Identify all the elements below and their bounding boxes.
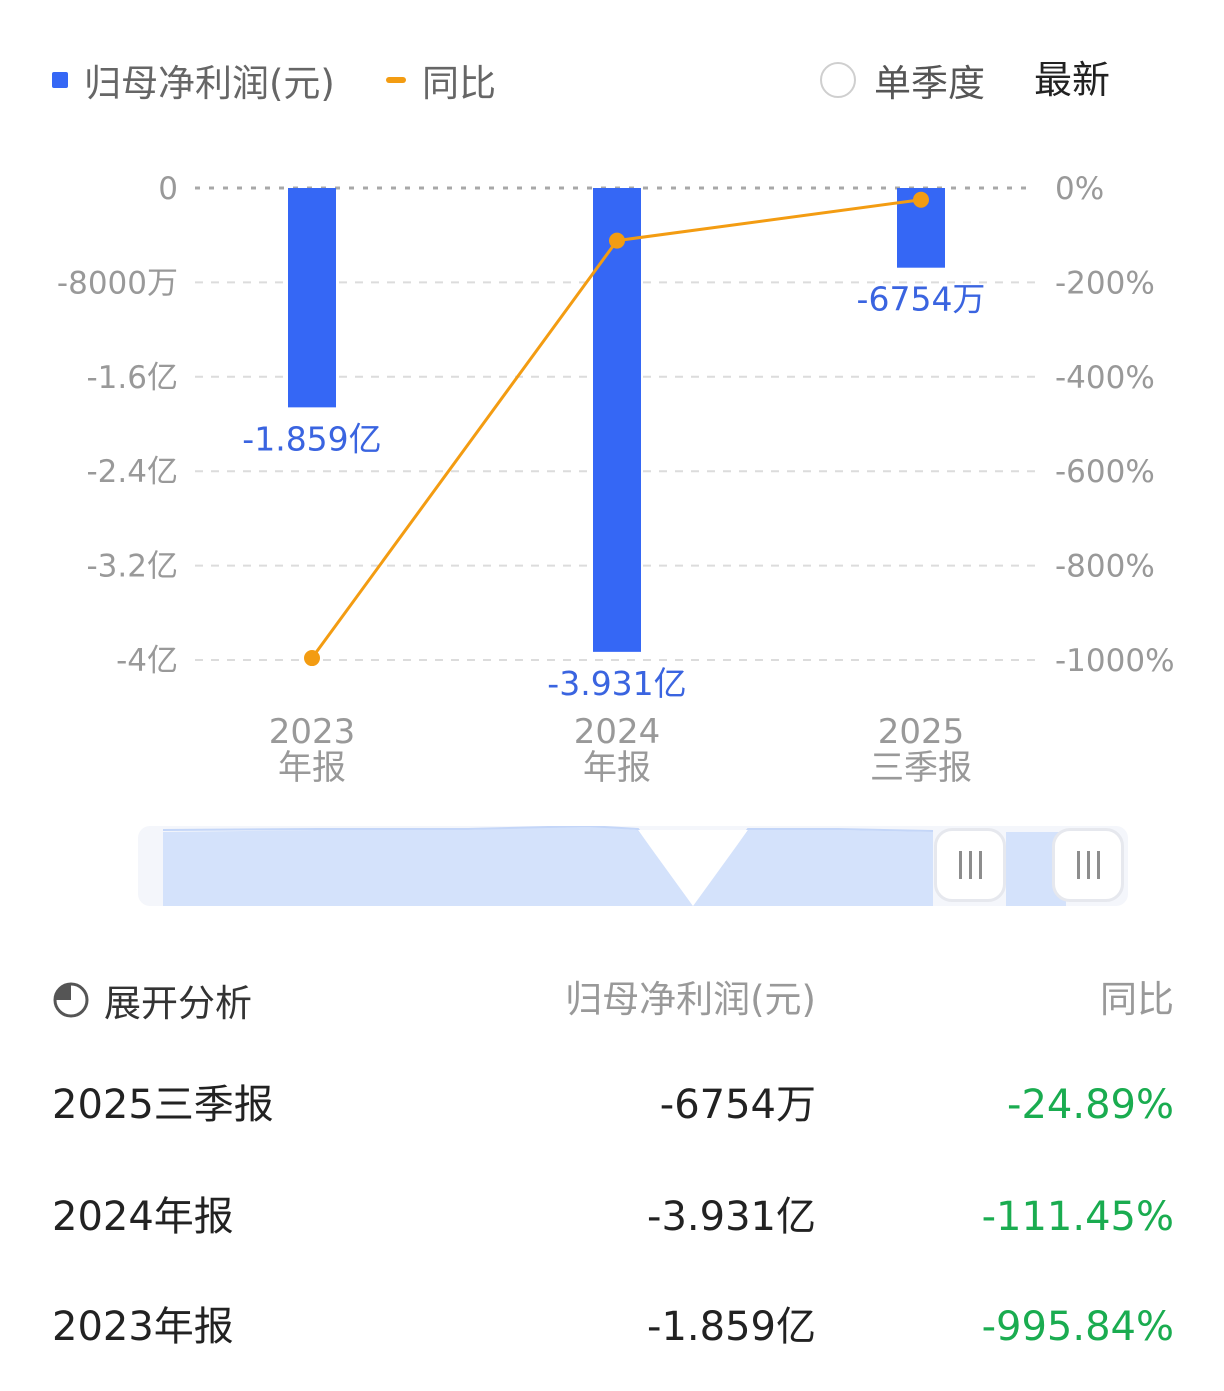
yoy-line (304, 191, 929, 667)
single-quarter-label: 单季度 (874, 62, 985, 105)
category-year-label: 2025 (878, 712, 965, 752)
radio-icon[interactable] (820, 62, 856, 98)
legend-yoy-label: 同比 (422, 62, 496, 105)
expand-analysis-button[interactable]: 展开分析 (52, 970, 252, 1030)
left-tick-label: -4亿 (116, 643, 178, 679)
yoy-point[interactable] (913, 191, 929, 208)
range-slider[interactable] (138, 826, 1128, 906)
row-period: 2025三季报 (52, 1082, 274, 1128)
bar[interactable] (288, 188, 336, 408)
slider-left-handle[interactable] (934, 828, 1006, 902)
left-tick-label: 0 (158, 171, 178, 207)
column-header-net-profit: 归母净利润(元) (565, 978, 816, 1021)
left-tick-label: -2.4亿 (87, 454, 179, 490)
expand-analysis-label: 展开分析 (104, 982, 252, 1025)
right-tick-label: -1000% (1055, 643, 1175, 679)
row-net-profit: -1.859亿 (647, 1304, 816, 1350)
single-quarter-toggle[interactable]: 单季度 (820, 50, 985, 110)
pie-chart-icon (53, 982, 89, 1018)
left-tick-label: -8000万 (57, 265, 178, 301)
row-yoy: -111.45% (981, 1194, 1174, 1240)
bar-value-label: -3.931亿 (547, 664, 686, 703)
category-year-label: 2024 (574, 712, 661, 752)
legend-net-profit-label: 归母净利润(元) (84, 62, 335, 105)
latest-button[interactable]: 最新 (1034, 58, 1111, 102)
column-header-yoy: 同比 (1100, 978, 1174, 1021)
bar-value-label: -6754万 (857, 280, 986, 319)
right-axis-labels: 0% -200% -400% -600% -800% -1000% (1055, 171, 1175, 679)
line-swatch-icon (386, 77, 406, 83)
row-net-profit: -3.931亿 (647, 1194, 816, 1240)
data-labels: -1.859亿 -3.931亿 -6754万 (242, 280, 985, 703)
row-yoy: -24.89% (1007, 1082, 1174, 1128)
grip-icon (958, 851, 982, 879)
right-tick-label: -400% (1055, 360, 1155, 396)
left-axis-labels: 0 -8000万 -1.6亿 -2.4亿 -3.2亿 -4亿 (57, 171, 178, 679)
row-net-profit: -6754万 (659, 1082, 816, 1128)
category-year-label: 2023 (269, 712, 356, 752)
grip-icon (1076, 851, 1100, 879)
table-row[interactable]: 2024年报 -3.931亿 -111.45% (52, 1182, 1174, 1252)
table-row[interactable]: 2023年报 -1.859亿 -995.84% (52, 1292, 1174, 1362)
chart-legend: 归母净利润(元) 同比 单季度 最新 (52, 50, 1172, 110)
left-tick-label: -3.2亿 (87, 549, 179, 585)
row-period: 2023年报 (52, 1304, 234, 1350)
bar[interactable] (593, 188, 641, 652)
yoy-point[interactable] (304, 650, 320, 667)
right-tick-label: 0% (1055, 171, 1104, 207)
row-yoy: -995.84% (981, 1304, 1174, 1350)
legend-item-net-profit[interactable]: 归母净利润(元) (52, 50, 335, 110)
legend-item-yoy[interactable]: 同比 (386, 50, 496, 110)
category-type-label: 三季报 (870, 748, 972, 788)
row-period: 2024年报 (52, 1194, 234, 1240)
table-row[interactable]: 2025三季报 -6754万 -24.89% (52, 1070, 1174, 1140)
left-tick-label: -1.6亿 (87, 360, 179, 396)
right-tick-label: -800% (1055, 549, 1155, 585)
right-tick-label: -600% (1055, 454, 1155, 490)
net-profit-chart: 0 -8000万 -1.6亿 -2.4亿 -3.2亿 -4亿 0% -200% -400% -6… (57, 171, 1175, 788)
slider-right-handle[interactable] (1052, 828, 1124, 902)
category-type-label: 年报 (278, 748, 346, 788)
bar-swatch-icon (52, 72, 68, 88)
table-header: 展开分析 归母净利润(元) 同比 (52, 970, 1174, 1030)
bars (288, 188, 945, 652)
bar-value-label: -1.859亿 (242, 419, 381, 458)
category-type-label: 年报 (583, 748, 651, 788)
right-tick-label: -200% (1055, 265, 1155, 301)
yoy-point[interactable] (609, 232, 625, 249)
